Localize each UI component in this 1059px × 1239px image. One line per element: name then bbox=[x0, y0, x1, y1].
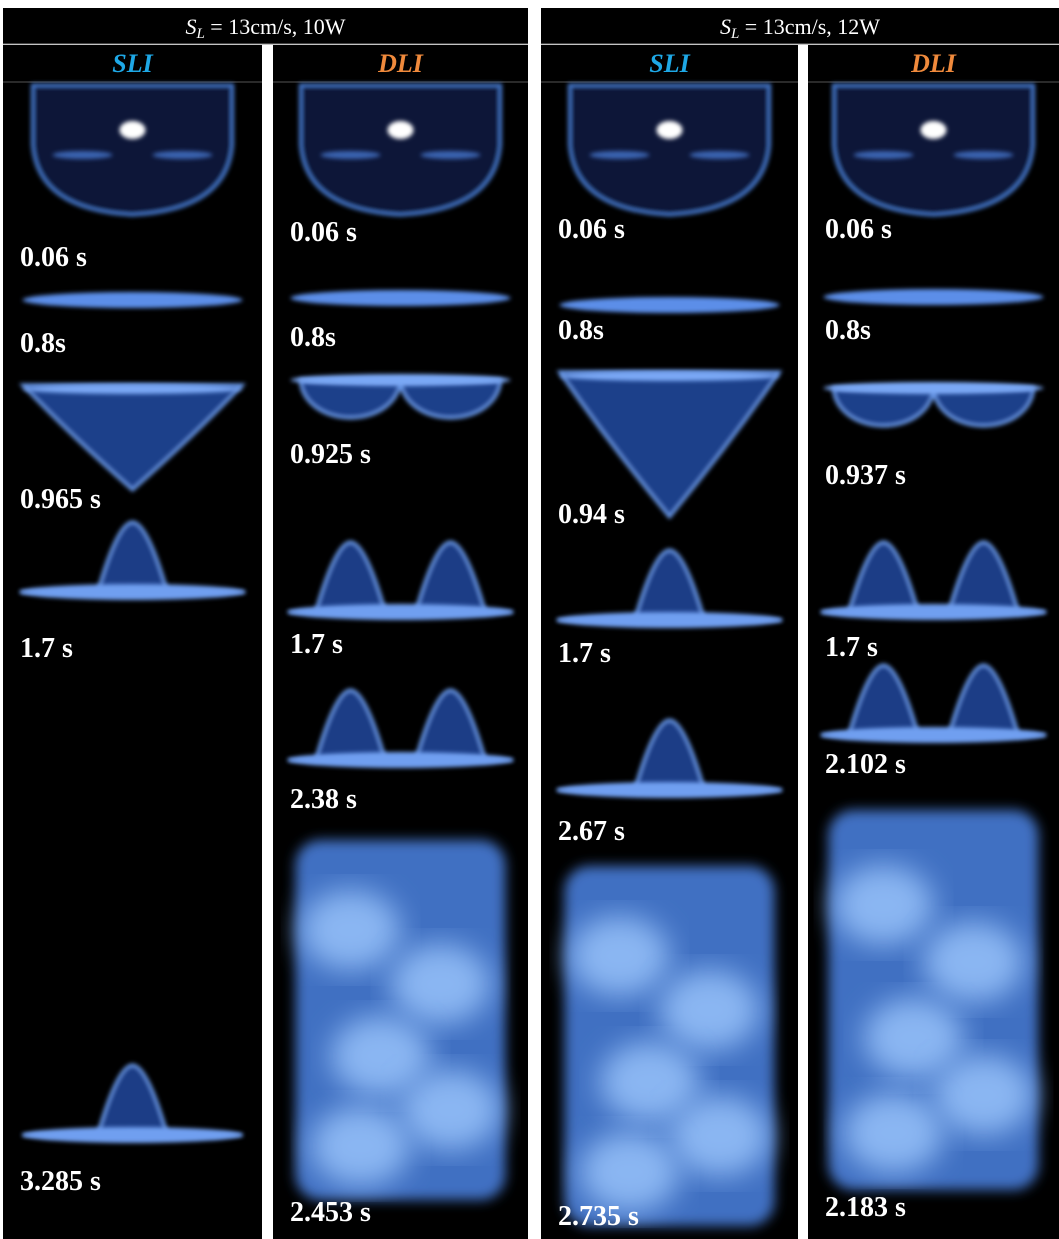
flame-front bbox=[23, 292, 243, 308]
flame-image bbox=[570, 85, 770, 215]
time-label: 0.8s bbox=[825, 315, 871, 346]
flame-base bbox=[23, 1127, 243, 1143]
flame-core bbox=[657, 121, 683, 139]
header-part: S bbox=[720, 14, 731, 39]
flame-glow bbox=[53, 151, 113, 159]
column-label: DLI bbox=[377, 49, 424, 78]
header-part: S bbox=[185, 14, 196, 39]
time-label: 0.8s bbox=[290, 322, 336, 353]
flame-glow bbox=[153, 151, 213, 159]
panel-header: SL = 13cm/s, 12W bbox=[720, 14, 880, 42]
flame-core bbox=[120, 121, 146, 139]
flame-glow bbox=[590, 151, 650, 159]
time-label: 2.453 s bbox=[290, 1197, 371, 1228]
flame-base bbox=[20, 584, 245, 600]
flame-cloud-bright bbox=[934, 1055, 1034, 1135]
flame-glow bbox=[854, 151, 914, 159]
flame-cloud-bright bbox=[301, 890, 401, 970]
time-label: 0.94 s bbox=[558, 499, 625, 530]
column-label: SLI bbox=[112, 49, 153, 78]
flame-image bbox=[296, 840, 506, 1200]
time-label: 2.38 s bbox=[290, 784, 357, 815]
flame-cloud-bright bbox=[580, 1132, 680, 1212]
page-body: SL = 13cm/s, 10WSLI0.06 s0.8s0.965 s1.7 … bbox=[0, 0, 1059, 1239]
flame-image bbox=[33, 85, 233, 215]
time-label: 0.925 s bbox=[290, 439, 371, 470]
flame-glow bbox=[421, 151, 481, 159]
flame-image bbox=[824, 289, 1044, 305]
flame-base bbox=[821, 604, 1046, 620]
flame-dome bbox=[301, 85, 501, 215]
flame-base bbox=[557, 782, 782, 798]
flame-cloud-bright bbox=[670, 1096, 770, 1176]
panel-header: SL = 13cm/s, 10W bbox=[185, 14, 345, 42]
flame-image bbox=[23, 292, 243, 308]
flame-core bbox=[388, 121, 414, 139]
flame-base bbox=[288, 752, 513, 768]
header-part: L bbox=[195, 26, 204, 42]
flame-base bbox=[821, 727, 1046, 743]
flame-image bbox=[565, 866, 775, 1226]
time-label: 1.7 s bbox=[20, 633, 73, 664]
time-label: 0.937 s bbox=[825, 460, 906, 491]
flame-rim bbox=[291, 374, 511, 386]
flame-image bbox=[834, 85, 1034, 215]
time-label: 0.06 s bbox=[290, 217, 357, 248]
flame-rim bbox=[824, 382, 1044, 394]
header-part: L bbox=[730, 26, 739, 42]
time-label: 0.965 s bbox=[20, 484, 101, 515]
column-label: DLI bbox=[910, 49, 957, 78]
time-label: 0.06 s bbox=[20, 242, 87, 273]
flame-cloud-bright bbox=[570, 916, 670, 996]
flame-glow bbox=[321, 151, 381, 159]
flame-cloud-bright bbox=[311, 1106, 411, 1186]
time-label: 0.06 s bbox=[825, 214, 892, 245]
header-part: = 13cm/s, 10W bbox=[205, 14, 346, 39]
flame-cloud-bright bbox=[834, 865, 934, 945]
time-label: 0.8s bbox=[20, 328, 66, 359]
flame-dome bbox=[834, 85, 1034, 215]
flame-image bbox=[291, 290, 511, 306]
flame-core bbox=[921, 121, 947, 139]
time-label: 0.06 s bbox=[558, 214, 625, 245]
time-label: 2.67 s bbox=[558, 816, 625, 847]
time-label: 0.8s bbox=[558, 315, 604, 346]
flame-cloud-bright bbox=[924, 922, 1024, 1002]
time-label: 1.7 s bbox=[290, 629, 343, 660]
flame-cloud-bright bbox=[844, 1093, 944, 1173]
flame-image bbox=[560, 297, 780, 313]
flame-cloud-bright bbox=[660, 970, 760, 1050]
page: {"panels":[ {"header":{"symbol":"S","sub… bbox=[0, 0, 1059, 1239]
flame-front bbox=[560, 297, 780, 313]
flame-base bbox=[557, 612, 782, 628]
time-label: 2.735 s bbox=[558, 1201, 639, 1232]
flame-base bbox=[288, 604, 513, 620]
flame-cloud-bright bbox=[864, 998, 964, 1078]
flame-image bbox=[301, 85, 501, 215]
column-label: SLI bbox=[649, 49, 690, 78]
time-label: 1.7 s bbox=[825, 632, 878, 663]
time-label: 2.183 s bbox=[825, 1192, 906, 1223]
flame-glow bbox=[954, 151, 1014, 159]
figure: SL = 13cm/s, 10WSLI0.06 s0.8s0.965 s1.7 … bbox=[0, 0, 1059, 1239]
time-label: 3.285 s bbox=[20, 1166, 101, 1197]
flame-image bbox=[829, 810, 1039, 1190]
header-part: = 13cm/s, 12W bbox=[739, 14, 880, 39]
time-label: 1.7 s bbox=[558, 638, 611, 669]
flame-dome bbox=[33, 85, 233, 215]
flame-front bbox=[824, 289, 1044, 305]
time-label: 2.102 s bbox=[825, 749, 906, 780]
flame-front bbox=[291, 290, 511, 306]
flame-dome bbox=[570, 85, 770, 215]
flame-rim bbox=[560, 371, 780, 381]
flame-cloud-bright bbox=[401, 1070, 501, 1150]
flame-cloud-bright bbox=[391, 944, 491, 1024]
flame-rim bbox=[23, 384, 243, 394]
flame-glow bbox=[690, 151, 750, 159]
